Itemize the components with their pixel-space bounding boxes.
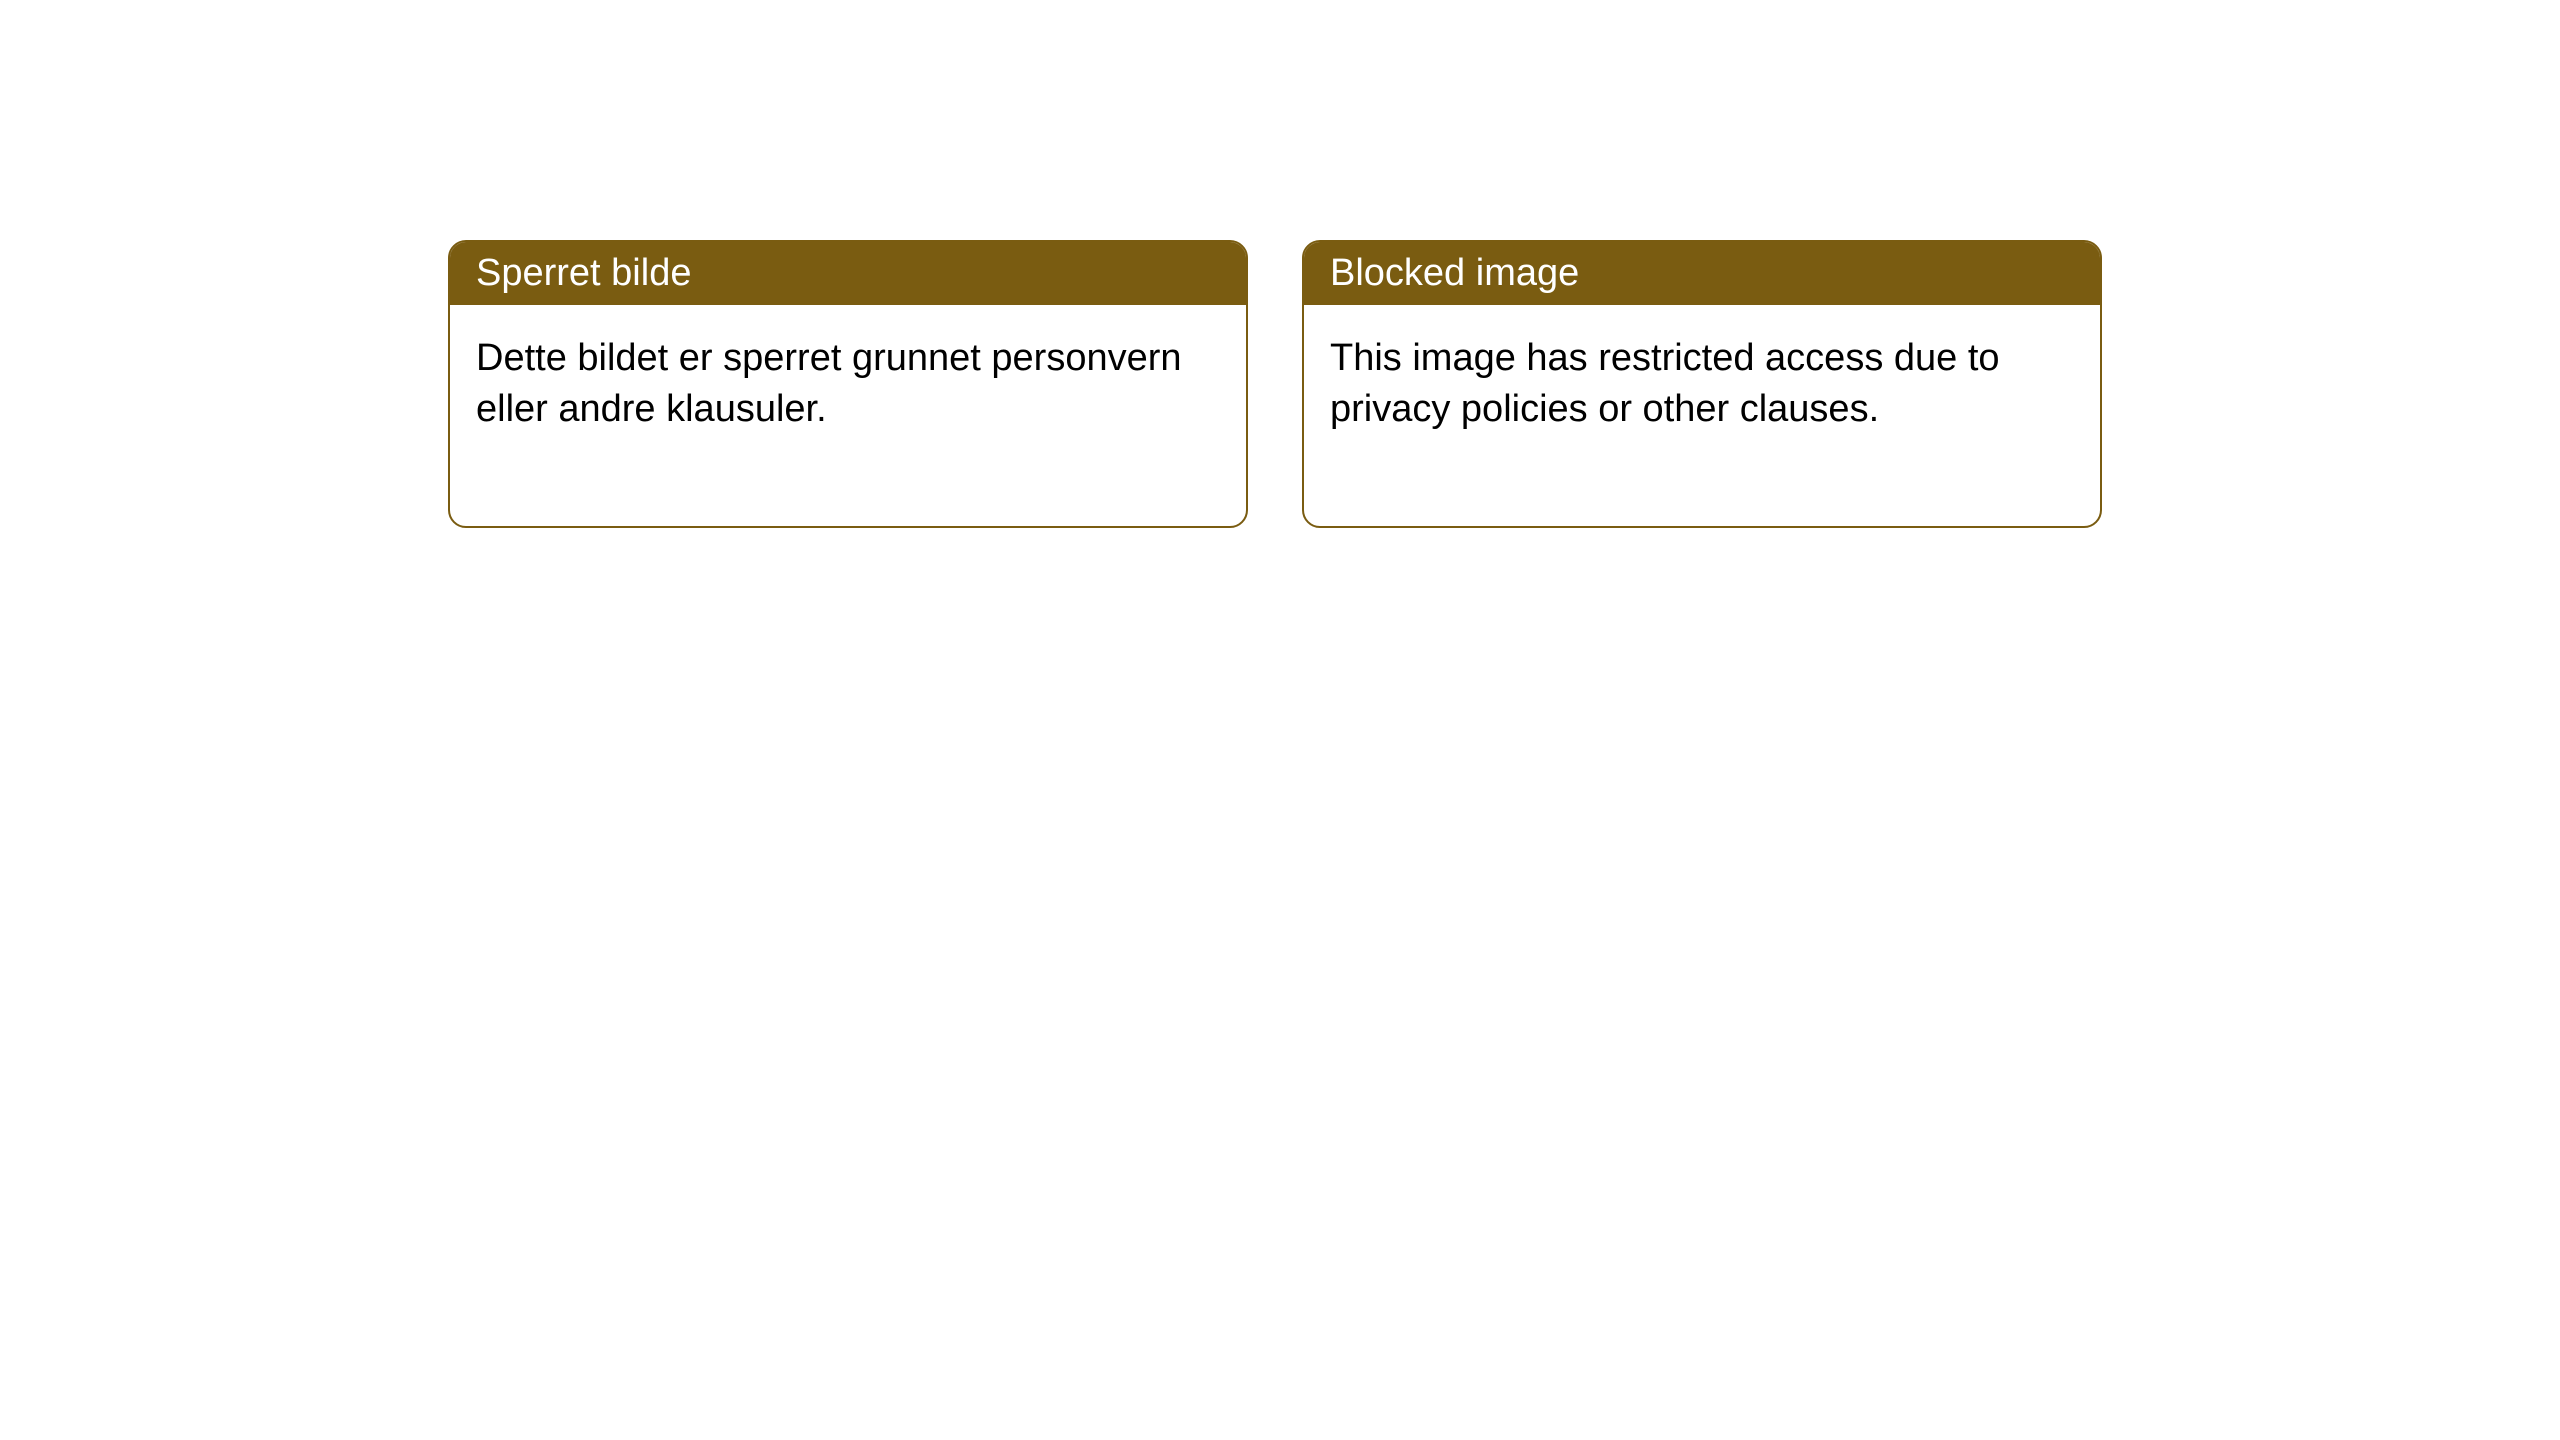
notice-card-english: Blocked image This image has restricted … [1302,240,2102,528]
notice-card-norwegian: Sperret bilde Dette bildet er sperret gr… [448,240,1248,528]
notice-header: Blocked image [1304,242,2100,305]
notice-header: Sperret bilde [450,242,1246,305]
notice-body: This image has restricted access due to … [1304,305,2100,526]
notice-container: Sperret bilde Dette bildet er sperret gr… [0,0,2560,528]
notice-body: Dette bildet er sperret grunnet personve… [450,305,1246,526]
